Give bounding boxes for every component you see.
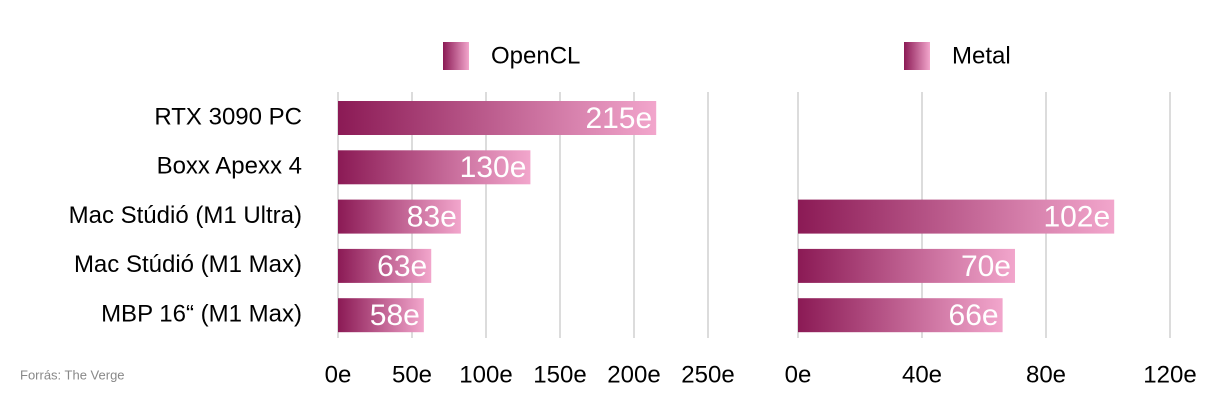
bar bbox=[338, 298, 424, 333]
x-tick-label: 50e bbox=[392, 361, 432, 388]
bar bbox=[798, 248, 1015, 283]
bar bbox=[338, 199, 461, 234]
category-label: Mac Stúdió (M1 Max) bbox=[74, 251, 302, 278]
legend-swatch bbox=[904, 42, 930, 70]
bar bbox=[798, 199, 1115, 234]
value-label: 70e bbox=[961, 250, 1011, 283]
value-label: 102e bbox=[1043, 201, 1110, 234]
legend-label: OpenCL bbox=[491, 42, 580, 69]
x-tick-label: 100e bbox=[459, 361, 512, 388]
source: Forrás: The Verge bbox=[20, 367, 125, 382]
x-tick-label: 150e bbox=[533, 361, 586, 388]
value-label: 63e bbox=[377, 250, 427, 283]
x-tick-label: 0e bbox=[785, 361, 812, 388]
value-label: 66e bbox=[949, 299, 999, 332]
bar bbox=[338, 248, 432, 283]
legend-swatch bbox=[443, 42, 469, 70]
value-label: 58e bbox=[370, 299, 420, 332]
bar bbox=[338, 101, 657, 135]
bar bbox=[338, 150, 531, 185]
x-tick-label: 120e bbox=[1143, 361, 1196, 388]
value-label: 130e bbox=[460, 151, 527, 184]
x-tick-label: 0e bbox=[325, 361, 352, 388]
value-label: 215e bbox=[585, 102, 652, 135]
x-tick-label: 80e bbox=[1026, 361, 1066, 388]
category-label: Mac Stúdió (M1 Ultra) bbox=[69, 202, 302, 229]
legend-label: Metal bbox=[952, 42, 1011, 69]
x-tick-label: 250e bbox=[681, 361, 734, 388]
x-tick-label: 200e bbox=[607, 361, 660, 388]
category-label: RTX 3090 PC bbox=[154, 103, 302, 130]
category-label: MBP 16“ (M1 Max) bbox=[101, 301, 302, 328]
bar bbox=[798, 298, 1003, 333]
x-tick-label: 40e bbox=[902, 361, 942, 388]
category-label: Boxx Apexx 4 bbox=[157, 153, 302, 180]
value-label: 83e bbox=[407, 201, 457, 234]
